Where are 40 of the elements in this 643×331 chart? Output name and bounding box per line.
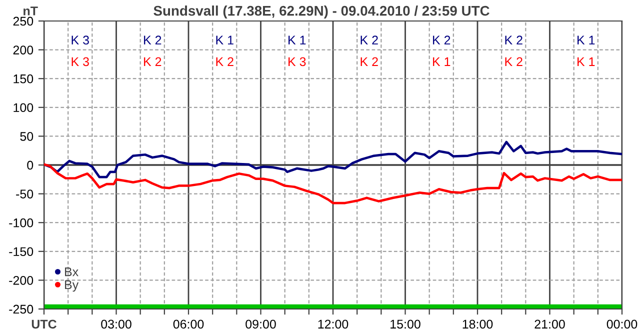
annotation: K 3 xyxy=(72,36,89,45)
legend-label: Bx xyxy=(65,268,78,276)
x-tick-label: 18:00 xyxy=(462,320,493,329)
x-tick-label: 21:00 xyxy=(534,320,565,329)
x-tick-label: UTC xyxy=(32,320,57,329)
y-tick-label: 150 xyxy=(14,74,34,84)
annotation: K 2 xyxy=(216,57,234,66)
y-tick-label: 250 xyxy=(13,16,34,26)
y-tick-label: -100 xyxy=(9,218,34,228)
x-tick-label: 15:00 xyxy=(390,320,420,329)
y-tick-label: 0 xyxy=(27,160,34,170)
annotation: K 3 xyxy=(288,57,306,66)
y-tick-label: 50 xyxy=(20,132,34,141)
x-tick-label: 00:00 xyxy=(606,320,638,329)
annotation: K 2 xyxy=(360,57,378,66)
annotation: K 2 xyxy=(433,36,450,44)
y-tick-label: -150 xyxy=(9,247,34,256)
y-tick-label: -50 xyxy=(16,190,34,198)
annotation: K 1 xyxy=(216,36,234,44)
annotation: K 1 xyxy=(578,57,595,66)
y-tick-label: -250 xyxy=(9,304,34,314)
x-tick-label: 03:00 xyxy=(101,320,132,329)
x-tick-label: 12:00 xyxy=(318,320,348,329)
annotation: K 2 xyxy=(144,36,162,44)
y-tick-label: -200 xyxy=(9,276,34,285)
annotation: K 1 xyxy=(288,36,306,44)
legend-label: By xyxy=(65,280,79,292)
chart-title: Sundsvall (17.38E, 62.29N) - 09.04.2010 / 23:59 UTC xyxy=(154,6,490,18)
y-tick-label: 200 xyxy=(13,46,34,54)
y-tick-label: 100 xyxy=(14,103,34,112)
annotation: K 2 xyxy=(505,57,522,66)
annotation: K 1 xyxy=(433,57,450,66)
x-tick-label: 06:00 xyxy=(173,320,204,329)
annotation: K 1 xyxy=(578,36,595,44)
annotation: K 2 xyxy=(144,57,162,66)
y-axis-title: nT xyxy=(24,6,38,16)
x-tick-label: 09:00 xyxy=(246,320,276,329)
annotation: K 3 xyxy=(72,57,89,66)
annotation: K 2 xyxy=(360,36,378,44)
annotation: K 2 xyxy=(505,36,522,44)
